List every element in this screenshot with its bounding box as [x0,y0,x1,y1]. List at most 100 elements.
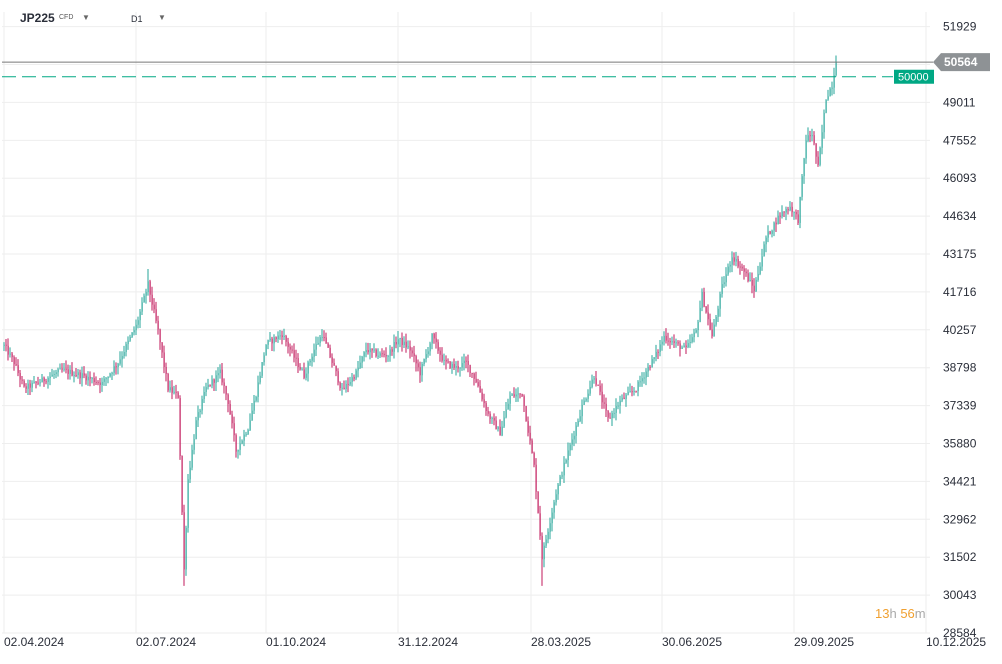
timeframe-label[interactable]: D1 [131,14,143,24]
candle-body [337,371,339,383]
candle-body [259,375,261,383]
candle-body [581,404,583,417]
candle-body [315,344,317,350]
candle-body [585,398,587,401]
candle-body [321,337,323,339]
candle-body [45,381,47,383]
candle-body [697,321,699,331]
candle-body [775,222,777,225]
candle-body [491,417,493,419]
candle-body [463,360,465,364]
candle-body [575,425,577,436]
candle-body [215,375,217,383]
candle-body [771,230,773,234]
x-tick-label: 28.03.2025 [531,635,591,649]
candle-body [433,333,435,339]
candle-body [617,405,619,407]
candle-body [253,400,255,411]
candle-body [405,341,407,348]
candle-body [709,319,711,330]
candle-body [519,393,521,395]
candle-body [791,206,793,213]
x-tick-label: 02.04.2024 [4,635,64,649]
candle-body [243,434,245,441]
candle-body [637,381,639,392]
chart-toolbar: JP225 CFD ▼ D1 ▼ [0,0,1002,34]
candle-body [285,336,287,342]
candle-body [359,362,361,368]
candle-body [507,403,509,410]
candle-body [97,382,99,384]
candle-body [377,355,379,357]
candle-body [821,132,823,148]
candle-body [665,335,667,341]
x-tick-label: 30.06.2025 [662,635,722,649]
candle-body [51,374,53,377]
candle-body [785,209,787,213]
candle-body [701,292,703,308]
candle-body [183,512,185,570]
candle-body [295,357,297,359]
candle-body [795,212,797,215]
candle-body [313,349,315,357]
candle-body [619,400,621,406]
y-tick-label: 35880 [943,436,977,450]
candle-body [89,376,91,379]
candle-body [599,385,601,392]
candle-body [57,369,59,373]
candle-body [75,375,77,377]
symbol-dropdown-icon[interactable]: ▼ [82,13,90,22]
candle-body [153,304,155,310]
candle-body [301,369,303,371]
candle-body [99,382,101,386]
candle-body [631,391,633,393]
candle-body [297,358,299,368]
candle-body [79,372,81,379]
candle-body [669,341,671,343]
candle-body [47,378,49,382]
candle-body [719,294,721,309]
candle-body [753,285,755,292]
candle-body [121,356,123,360]
symbol-type-label: CFD [59,14,74,21]
candle-body [573,435,575,440]
candle-body [505,409,507,418]
candle-body [675,342,677,344]
candle-body [397,339,399,345]
candle-body [523,396,525,406]
candle-body [797,214,799,223]
candle-body [281,335,283,338]
y-tick-label: 44634 [943,209,977,223]
candle-body [375,349,377,357]
candle-body [159,329,161,343]
candle-body [165,367,167,374]
candle-body [529,432,531,441]
candle-body [765,237,767,245]
symbol-label[interactable]: JP225 [20,11,55,25]
timeframe-dropdown-icon[interactable]: ▼ [158,13,166,22]
candle-body [179,398,181,456]
candle-body [235,435,237,452]
candle-body [531,440,533,454]
candle-body [453,363,455,368]
candle-body [615,406,617,413]
candle-body [761,256,763,267]
candle-body [605,403,607,411]
candle-body [53,374,55,376]
candle-body [421,363,423,376]
candle-body [685,345,687,348]
candle-body [461,363,463,368]
candle-body [209,384,211,386]
candle-body [305,373,307,378]
candle-body [425,354,427,360]
candle-body [777,215,779,225]
candle-body [319,337,321,343]
candle-body [787,209,789,211]
candle-body [117,363,119,367]
candle-body [199,410,201,413]
candle-body [361,356,363,363]
candle-body [747,273,749,282]
order-level-label: 50000 [898,72,929,84]
